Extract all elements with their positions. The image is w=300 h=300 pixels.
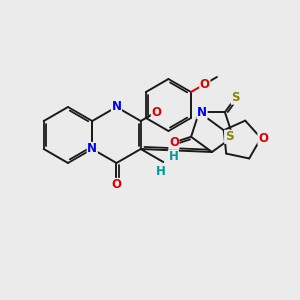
Text: H: H: [168, 150, 178, 163]
Text: N: N: [112, 100, 122, 113]
Text: O: O: [258, 132, 268, 145]
Text: N: N: [87, 142, 97, 155]
Text: N: N: [197, 106, 207, 119]
Text: S: S: [225, 130, 233, 143]
Text: O: O: [112, 178, 122, 191]
Text: O: O: [151, 106, 161, 118]
Text: O: O: [200, 77, 210, 91]
Text: H: H: [156, 165, 166, 178]
Text: S: S: [231, 91, 240, 104]
Text: O: O: [169, 136, 179, 149]
